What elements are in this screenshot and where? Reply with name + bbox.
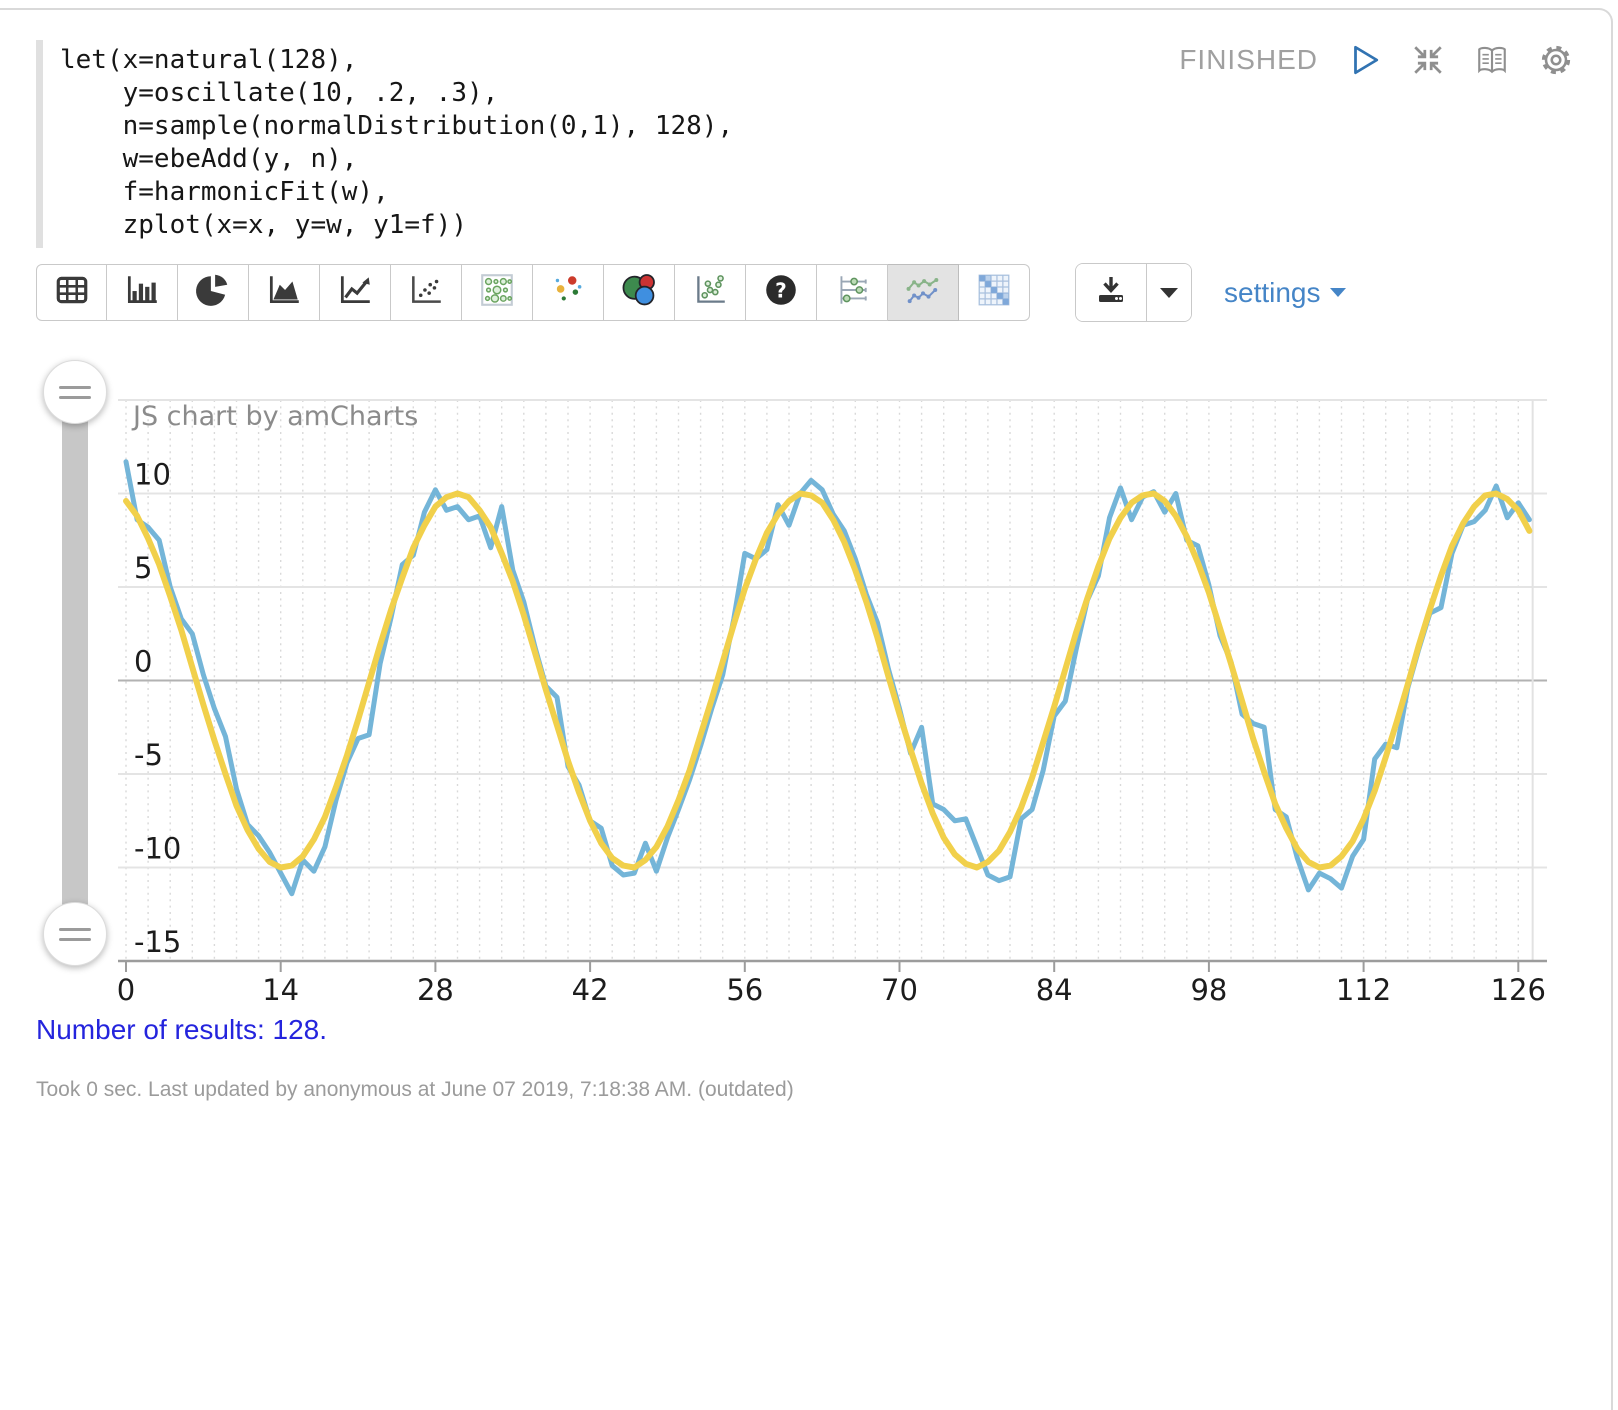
grip-line [59, 937, 91, 941]
chart-type-button-group: ? [36, 264, 1030, 321]
grip-line [59, 395, 91, 399]
value-axis-zoom-handle-bottom[interactable] [43, 902, 107, 966]
toolbar-button-dot-plot[interactable] [817, 264, 888, 321]
status-label: FINISHED [1179, 44, 1318, 75]
line-chart-icon [336, 271, 374, 314]
y-axis-label: -5 [134, 738, 163, 772]
x-axis-label: 42 [572, 973, 609, 1007]
code-editor[interactable]: let(x=natural(128), y=oscillate(10, .2, … [36, 40, 733, 248]
download-options-button[interactable] [1146, 264, 1191, 321]
x-axis-label: 0 [118, 973, 135, 1007]
x-axis-label: 126 [1491, 973, 1546, 1007]
cluster-plot-icon [549, 271, 587, 314]
chart-container: 0 14 28 42 56 70 84 98 112 126 10 5 0 -5 -10 -15 JS char… [40, 352, 1610, 1017]
toolbar-button-scatter-chart[interactable] [391, 264, 462, 321]
y-axis-label: 0 [134, 645, 152, 679]
x-axis-label: 84 [1036, 973, 1073, 1007]
bar-chart-icon [123, 271, 161, 314]
x-axis-label: 14 [262, 973, 299, 1007]
toolbar-button-table[interactable] [36, 264, 107, 321]
x-axis-label: 98 [1190, 973, 1227, 1007]
toolbar-button-pie-chart[interactable] [178, 264, 249, 321]
download-button[interactable] [1076, 264, 1146, 321]
gear-icon[interactable] [1538, 42, 1574, 78]
venn-diagram-icon [619, 270, 659, 315]
download-button-group [1075, 263, 1192, 322]
collapse-compress-icon[interactable] [1410, 42, 1446, 78]
toolbar-button-help[interactable]: ? [746, 264, 817, 321]
grip-line [59, 385, 91, 389]
results-count: Number of results: 128. [36, 1014, 328, 1045]
amcharts-watermark: JS chart by amCharts [131, 401, 418, 432]
pie-chart-icon [194, 271, 232, 314]
scatter-chart-icon [407, 271, 445, 314]
chevron-down-icon [1160, 287, 1178, 298]
x-axis-label: 70 [881, 973, 918, 1007]
value-axis-zoom-track[interactable] [62, 392, 88, 934]
toolbar-button-line-chart[interactable] [320, 264, 391, 321]
toolbar-button-area-chart[interactable] [249, 264, 320, 321]
x-axis-label: 112 [1336, 973, 1391, 1007]
display-toolbar: ? settings [36, 263, 1346, 322]
value-axis-zoom-handle-top[interactable] [43, 360, 107, 424]
download-icon [1093, 272, 1129, 313]
y-axis-label: 5 [134, 551, 152, 585]
y-axis-label: -10 [134, 832, 181, 866]
toolbar-button-cluster-plot[interactable] [533, 264, 604, 321]
toolbar-button-bar-chart[interactable] [107, 264, 178, 321]
area-chart-icon [265, 271, 303, 314]
run-play-icon[interactable] [1346, 42, 1382, 78]
status-bar: FINISHED [1179, 42, 1574, 78]
paragraph-footer: Took 0 sec. Last updated by anonymous at… [36, 1078, 794, 1101]
bubble-matrix-icon [478, 271, 516, 314]
grip-line [59, 927, 91, 931]
x-axis-label: 56 [726, 973, 763, 1007]
code-text[interactable]: let(x=natural(128), y=oscillate(10, .2, … [60, 45, 734, 240]
book-icon[interactable] [1474, 42, 1510, 78]
toolbar-button-matrix-chart[interactable] [959, 264, 1030, 321]
multi-line-chart-icon [903, 270, 943, 315]
y-axis-label: -15 [134, 925, 181, 959]
matrix-chart-icon [975, 271, 1013, 314]
point-plot-icon [691, 271, 729, 314]
help-icon: ? [762, 271, 800, 314]
series-harmonic-fit [123, 490, 1533, 871]
chevron-down-icon [1329, 288, 1346, 297]
svg-text:?: ? [775, 278, 787, 302]
table-icon [53, 271, 91, 314]
toolbar-button-bubble-matrix[interactable] [462, 264, 533, 321]
toolbar-button-multi-line-chart[interactable] [888, 264, 959, 321]
settings-label: settings [1224, 276, 1321, 308]
settings-link[interactable]: settings [1224, 277, 1346, 309]
toolbar-button-point-plot[interactable] [675, 264, 746, 321]
toolbar-button-venn-diagram[interactable] [604, 264, 675, 321]
chart-svg: 0 14 28 42 56 70 84 98 112 126 10 5 0 -5 -10 -15 JS char… [118, 399, 1548, 1007]
dot-plot-icon [833, 271, 871, 314]
y-axis-label: 10 [134, 458, 171, 492]
x-axis-label: 28 [417, 973, 454, 1007]
